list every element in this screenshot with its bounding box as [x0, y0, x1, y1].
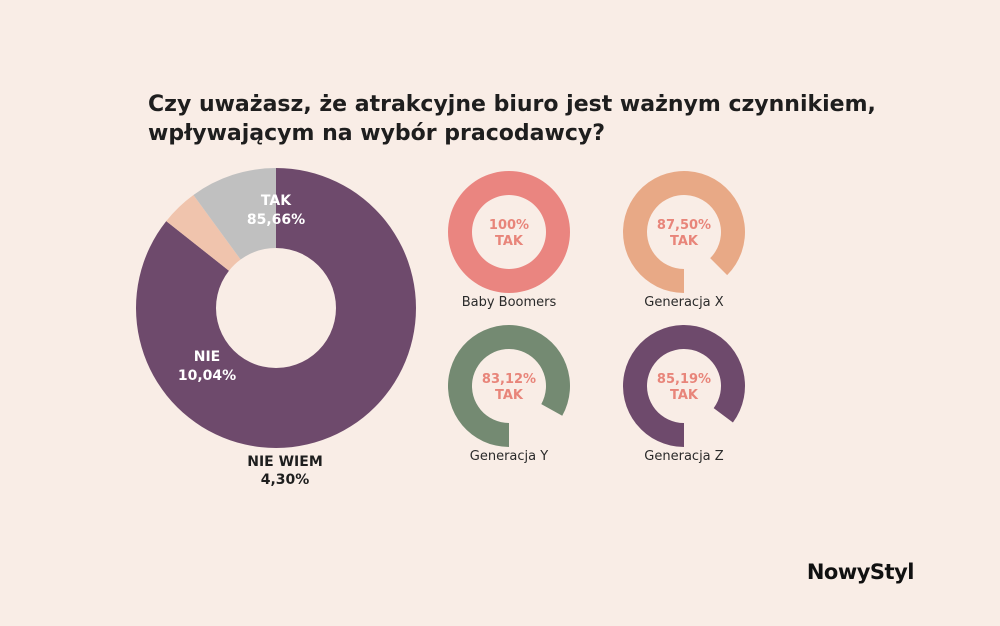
- value-tak: 85,66%: [247, 212, 305, 228]
- value-nie-wiem: 4,30%: [261, 472, 310, 488]
- ring-generacja-x: [622, 170, 745, 293]
- donut-slice-tak: [136, 168, 417, 448]
- ring-generacja-z: [622, 324, 745, 447]
- donut-slice-nie: [193, 168, 276, 260]
- ring-answer-baby-boomers: TAK: [495, 234, 524, 249]
- ring-value-generacja-x: 87,50%: [657, 218, 711, 233]
- donut-slice-nie-wiem: [166, 194, 241, 271]
- chart-title: Czy uważasz, że atrakcyjne biuro jest wa…: [148, 90, 876, 148]
- ring-name-baby-boomers: Baby Boomers: [462, 295, 557, 310]
- ring-answer-generacja-x: TAK: [670, 234, 699, 249]
- label-nie-wiem: NIE WIEM: [247, 454, 323, 470]
- brand-logo: NowyStyl: [806, 560, 915, 584]
- title-line-1: Czy uważasz, że atrakcyjne biuro jest wa…: [148, 92, 876, 117]
- ring-name-generacja-z: Generacja Z: [644, 449, 723, 464]
- value-nie: 10,04%: [178, 368, 236, 384]
- ring-value-baby-boomers: 100%: [489, 218, 529, 233]
- ring-answer-generacja-y: TAK: [495, 388, 524, 403]
- ring-answer-generacja-z: TAK: [670, 388, 699, 403]
- label-tak: TAK: [261, 193, 292, 209]
- ring-name-generacja-y: Generacja Y: [470, 449, 548, 464]
- ring-value-generacja-z: 85,19%: [657, 372, 711, 387]
- title-line-2: wpływającym na wybór pracodawcy?: [148, 121, 605, 146]
- ring-name-generacja-x: Generacja X: [644, 295, 723, 310]
- label-nie: NIE: [194, 349, 221, 365]
- ring-baby-boomers: [448, 170, 571, 293]
- ring-generacja-y: [447, 325, 570, 447]
- ring-value-generacja-y: 83,12%: [482, 372, 536, 387]
